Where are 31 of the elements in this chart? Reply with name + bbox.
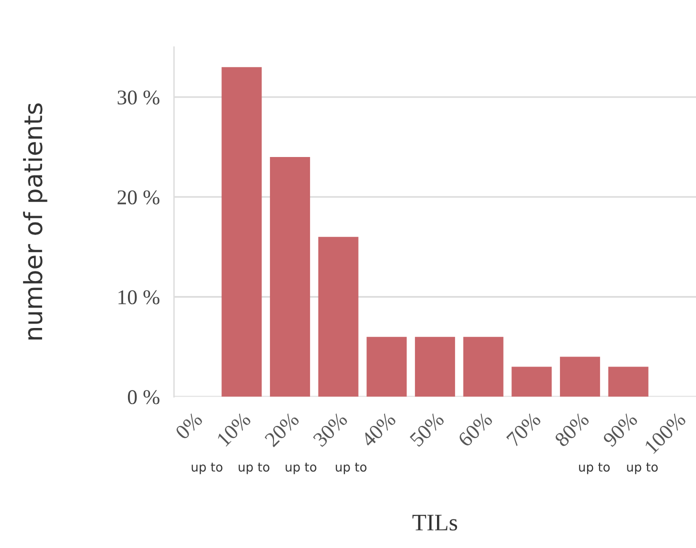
bar: [414, 336, 456, 397]
x-tick-label: 30%: [312, 412, 348, 448]
bar: [366, 336, 407, 397]
x-tick-label: 20%: [264, 412, 300, 448]
y-axis-title: number of patients: [23, 103, 48, 340]
y-tick-label: 20 %: [118, 190, 160, 204]
bar: [270, 157, 310, 397]
x-tick-label: 60%: [457, 412, 494, 448]
bar: [512, 366, 552, 397]
x-tick-label: 90%: [602, 412, 638, 448]
bar: [463, 336, 504, 397]
text: up to: [336, 462, 366, 474]
y-tick-label: 30 %: [118, 90, 160, 105]
x-tick-label: 10%: [216, 412, 252, 447]
text: up to: [286, 462, 316, 474]
text: up to: [192, 462, 222, 474]
text: up to: [238, 462, 270, 474]
bar: [560, 356, 600, 397]
bar: [222, 67, 262, 397]
x-tick-label: 50%: [409, 412, 445, 448]
text: up to: [579, 462, 610, 474]
x-tick-label: 40%: [360, 412, 397, 448]
x-tick-label: 70%: [506, 412, 542, 448]
x-axis-title: TILs: [412, 514, 458, 531]
y-tick-label: 10 %: [118, 290, 160, 304]
bar: [608, 366, 648, 397]
text: up to: [627, 462, 658, 474]
y-tick-label: 0 %: [128, 390, 160, 404]
x-tick-label: 80%: [554, 412, 590, 448]
x-tick-label: 0%: [174, 412, 204, 440]
bar: [318, 236, 358, 397]
